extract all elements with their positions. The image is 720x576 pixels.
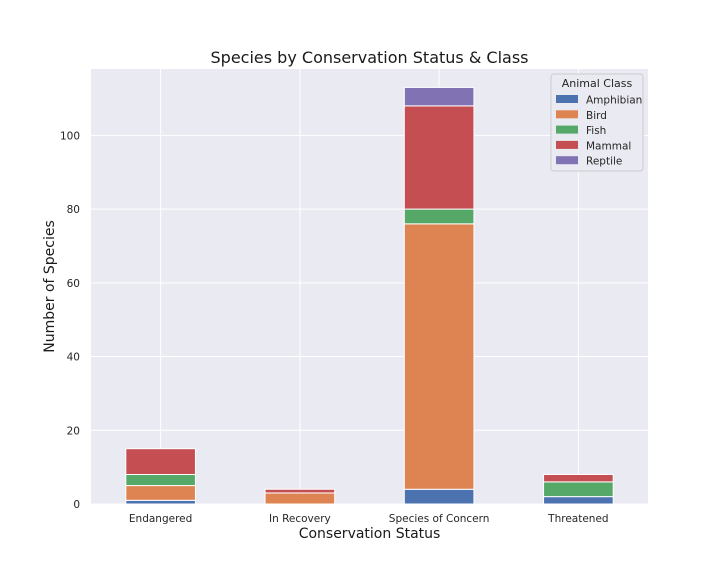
bar-segment-bird — [403, 223, 475, 490]
legend-label-fish: Fish — [586, 125, 606, 137]
x-tick-label: Endangered — [129, 513, 192, 525]
x-tick-label: Species of Concern — [389, 513, 490, 525]
y-tick-label: 40 — [67, 352, 80, 364]
x-tick-label: In Recovery — [269, 513, 331, 525]
chart-title: Species by Conservation Status & Class — [211, 48, 529, 67]
legend-label-mammal: Mammal — [586, 140, 631, 152]
bar-segment-bird — [125, 485, 196, 501]
legend-label-amphibian: Amphibian — [586, 95, 642, 107]
y-tick-label: 100 — [60, 130, 80, 142]
legend-items: Amphibian Bird Fish Mammal Reptile — [556, 95, 642, 168]
legend-swatch-amphibian — [556, 95, 578, 103]
legend-swatch-bird — [556, 110, 578, 119]
x-tick-labels: Endangered In Recovery Species of Concern T… — [129, 513, 609, 525]
bar-segment-fish — [543, 481, 614, 498]
legend-swatch-fish — [556, 125, 578, 134]
y-axis-label: Number of Species — [42, 220, 58, 353]
bar-segment-mammal — [125, 448, 196, 476]
y-tick-label: 20 — [67, 425, 80, 437]
y-tick-label: 80 — [67, 204, 80, 216]
legend-title: Animal Class — [562, 77, 633, 90]
bar-segment-amphibian — [543, 496, 614, 505]
legend-swatch-reptile — [556, 156, 578, 165]
bar-segment-mammal — [543, 474, 614, 483]
legend-label-reptile: Reptile — [586, 156, 622, 168]
legend-swatch-mammal — [556, 140, 578, 149]
bar-segment-mammal — [264, 488, 336, 494]
bar-segment-amphibian — [403, 488, 475, 505]
bar-segment-amphibian — [125, 499, 196, 505]
y-tick-labels: 0 20 40 60 80 100 — [60, 130, 80, 511]
legend-label-bird: Bird — [586, 110, 607, 122]
bar-segment-mammal — [403, 105, 475, 210]
bar-segment-bird — [264, 492, 336, 505]
bars — [125, 86, 614, 505]
x-axis-label: Conservation Status — [299, 526, 441, 542]
y-tick-label: 60 — [67, 278, 80, 290]
bar-segment-fish — [125, 474, 196, 487]
bar-segment-reptile — [403, 86, 475, 107]
x-tick-label: Threatened — [547, 513, 608, 525]
y-tick-label: 0 — [73, 499, 80, 511]
bar-segment-fish — [403, 208, 475, 225]
legend: Animal Class Amphibian Bird Fish Mammal Rept… — [550, 73, 644, 172]
